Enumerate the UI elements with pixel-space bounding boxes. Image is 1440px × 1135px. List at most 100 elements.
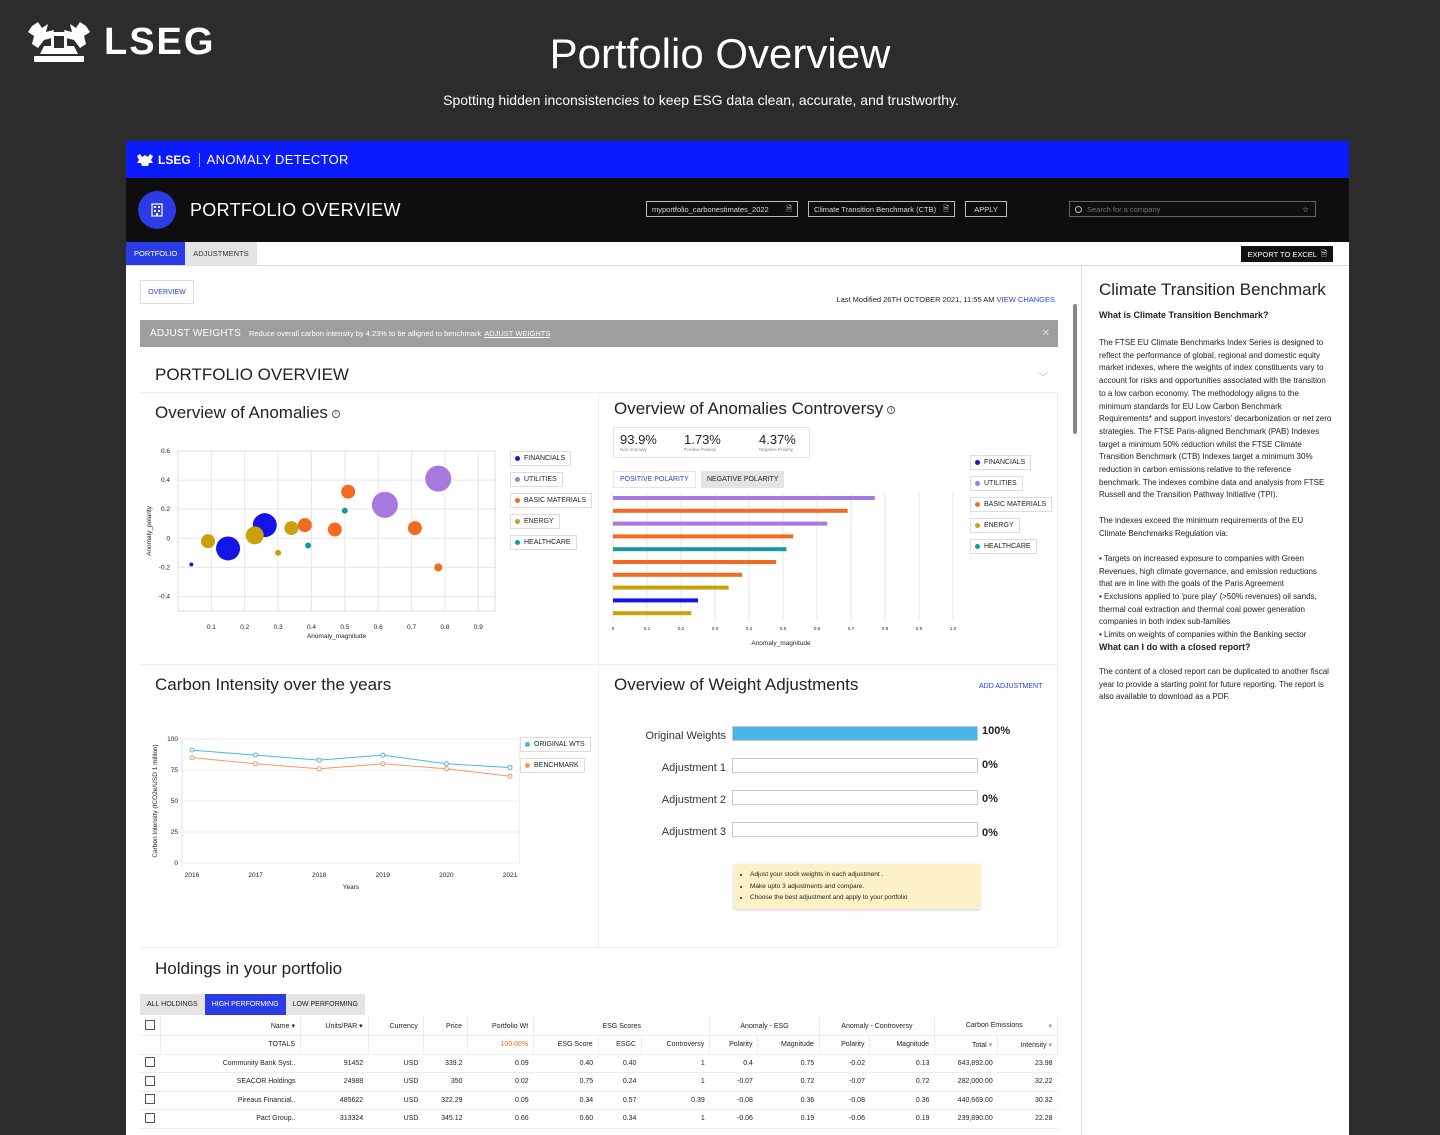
sub-esg-score[interactable]: ESG Score [533, 1035, 599, 1055]
legend-item[interactable]: FINANCIALS [970, 455, 1032, 470]
table-row[interactable]: SEACOR Holdings 24988 USD 350 0.02 0.75 0.24 1-… [140, 1072, 1058, 1092]
adjustment-percent: 0% [982, 827, 998, 839]
sub-esg-polarity[interactable]: Polarity [709, 1035, 759, 1055]
tab-positive-polarity[interactable]: POSITIVE POLARITY [613, 471, 696, 488]
scrollbar[interactable] [1073, 304, 1077, 434]
legend-item[interactable]: BASIC MATERIALS [970, 497, 1053, 512]
row-checkbox[interactable] [145, 1094, 155, 1105]
adjustment-bar[interactable] [732, 790, 978, 805]
controversy-bar [613, 560, 777, 564]
table-row[interactable]: Pact Group.. 313324 USD 345.12 0.66 0.60 0.34 1… [140, 1109, 1058, 1129]
adjustment-label: Adjustment 1 [661, 762, 726, 774]
tab-high-performing[interactable]: HIGH PERFORMING [204, 994, 286, 1015]
cell-cur: USD [368, 1072, 424, 1092]
sidebar-bullet: • Limits on weights of companies within … [1099, 630, 1307, 640]
cell-cur: USD [368, 1091, 424, 1110]
company-search[interactable]: ☆ [1069, 201, 1316, 217]
holdings-title: Holdings in your portfolio [155, 959, 343, 978]
tick-label: 0.4 [161, 477, 170, 484]
col-price[interactable]: Price [423, 1017, 469, 1036]
sub-controversy[interactable]: Controversy [641, 1035, 711, 1055]
sidebar-question: What is Climate Transition Benchmark? [1099, 310, 1269, 320]
stat-value: 1.73% [684, 432, 721, 447]
cell-esg: 0.34 [533, 1091, 599, 1110]
info-sidebar: Climate Transition Benchmark What is Cli… [1081, 266, 1349, 1135]
legend-item[interactable]: HEALTHCARE [510, 535, 577, 550]
blank-cell [423, 1035, 469, 1055]
portfolio-select[interactable]: myportfolio_carbonestimates_2022 🗎 [646, 201, 798, 217]
benchmark-select[interactable]: Climate Transition Benchmark (CTB) 🗎 [808, 201, 955, 217]
tab-portfolio[interactable]: PORTFOLIO [126, 242, 186, 265]
sub-contro-magnitude[interactable]: Magnitude [869, 1035, 936, 1055]
controversy-bar [613, 496, 875, 500]
cell-cur: USD [368, 1054, 424, 1073]
tab-negative-polarity[interactable]: NEGATIVE POLARITY [701, 471, 785, 488]
sub-esg-magnitude[interactable]: Magnitude [757, 1035, 820, 1055]
row-checkbox[interactable] [145, 1075, 155, 1086]
add-adjustment-link[interactable]: ADD ADJUSTMENT [979, 683, 1043, 690]
scatter-point [245, 526, 264, 545]
cell-am: 0.75 [757, 1054, 820, 1073]
adjustment-bar[interactable] [732, 822, 978, 837]
info-icon[interactable]: i [331, 409, 340, 418]
cell-price: 322.29 [423, 1091, 468, 1110]
search-input[interactable] [1087, 204, 1287, 214]
col-currency[interactable]: Currency [368, 1017, 424, 1036]
col-portfolio-wt[interactable]: Portfolio Wt [467, 1017, 535, 1036]
legend-item[interactable]: ENERGY [510, 514, 560, 529]
adjust-weights-link[interactable]: ADJUST WEIGHTS [484, 329, 551, 338]
legend-item[interactable]: ENERGY [970, 518, 1020, 533]
sub-esgc[interactable]: ESGC [598, 1035, 642, 1055]
table-row[interactable]: Community Bank Syst.. 91452 USD 339.2 0.09 0.… [140, 1054, 1058, 1073]
cell-cp: -0.06 [819, 1109, 870, 1129]
row-checkbox[interactable] [145, 1112, 155, 1123]
export-excel-button[interactable]: EXPORT TO EXCEL 🗎 [1241, 246, 1333, 262]
table-row[interactable]: Pireaus Financial.. 485622 USD 322.29 0.05 0.… [140, 1091, 1058, 1110]
tick-label: 1.0 [950, 626, 957, 631]
adjustment-bar[interactable] [732, 758, 978, 773]
adjustment-bar[interactable] [732, 726, 978, 741]
weight-adjustments-panel: Overview of Weight Adjustments ADD ADJUS… [599, 665, 1058, 948]
hero-subtitle: Spotting hidden inconsistencies to keep … [443, 92, 959, 108]
stat-label: Positive Polarity [684, 447, 717, 452]
building-icon [138, 191, 176, 229]
info-icon[interactable]: i [887, 405, 896, 414]
star-icon[interactable]: ☆ [1302, 204, 1309, 214]
series-point [507, 773, 513, 779]
legend-item[interactable]: FINANCIALS [510, 451, 572, 466]
download-icon: 🗎 [1320, 248, 1327, 258]
tab-overview[interactable]: OVERVIEW [140, 280, 194, 304]
view-changes-link[interactable]: VIEW CHANGES [996, 295, 1055, 304]
cell-name: Community Bank Syst.. [160, 1054, 301, 1073]
apply-button[interactable]: APPLY [965, 201, 1007, 217]
col-name[interactable]: Name ▾ [160, 1017, 301, 1036]
legend-item[interactable]: HEALTHCARE [970, 539, 1037, 554]
sub-intensity[interactable]: Intensity ▾ [997, 1035, 1058, 1055]
col-units[interactable]: Units/PAR ▾ [300, 1017, 369, 1036]
controversy-bar [613, 508, 848, 513]
cell-esg: 0.75 [533, 1072, 599, 1092]
series-point [443, 761, 449, 767]
row-checkbox[interactable] [145, 1057, 155, 1068]
legend-item[interactable]: UTILITIES [510, 472, 563, 487]
x-axis-label: Years [343, 884, 360, 891]
tab-all-holdings[interactable]: ALL HOLDINGS [140, 994, 205, 1015]
legend-item[interactable]: BASIC MATERIALS [510, 493, 593, 508]
tab-adjustments[interactable]: ADJUSTMENTS [185, 242, 257, 265]
banner-title: ADJUST WEIGHTS [150, 328, 241, 339]
section-header[interactable]: PORTFOLIO OVERVIEW ﹀ [140, 361, 1058, 393]
chevron-down-icon[interactable]: ﹀ [1038, 373, 1048, 384]
legend-swatch [975, 502, 980, 507]
cell-wt: 0.66 [467, 1109, 534, 1129]
legend-item[interactable]: ORIGINAL WTS [520, 737, 591, 752]
legend-label: FINANCIALS [524, 455, 566, 462]
sub-total[interactable]: Total ▾ [934, 1035, 999, 1055]
close-icon[interactable]: ✕ [1041, 328, 1050, 339]
sub-contro-polarity[interactable]: Polarity [819, 1035, 871, 1055]
select-all-checkbox[interactable] [145, 1020, 155, 1030]
tab-low-performing[interactable]: LOW PERFORMING [285, 994, 365, 1015]
legend-item[interactable]: BENCHMARK [520, 758, 585, 773]
app-logo[interactable]: LSEG [136, 152, 200, 167]
legend-item[interactable]: UTILITIES [970, 476, 1023, 491]
totals-label: TOTALS [160, 1035, 301, 1055]
